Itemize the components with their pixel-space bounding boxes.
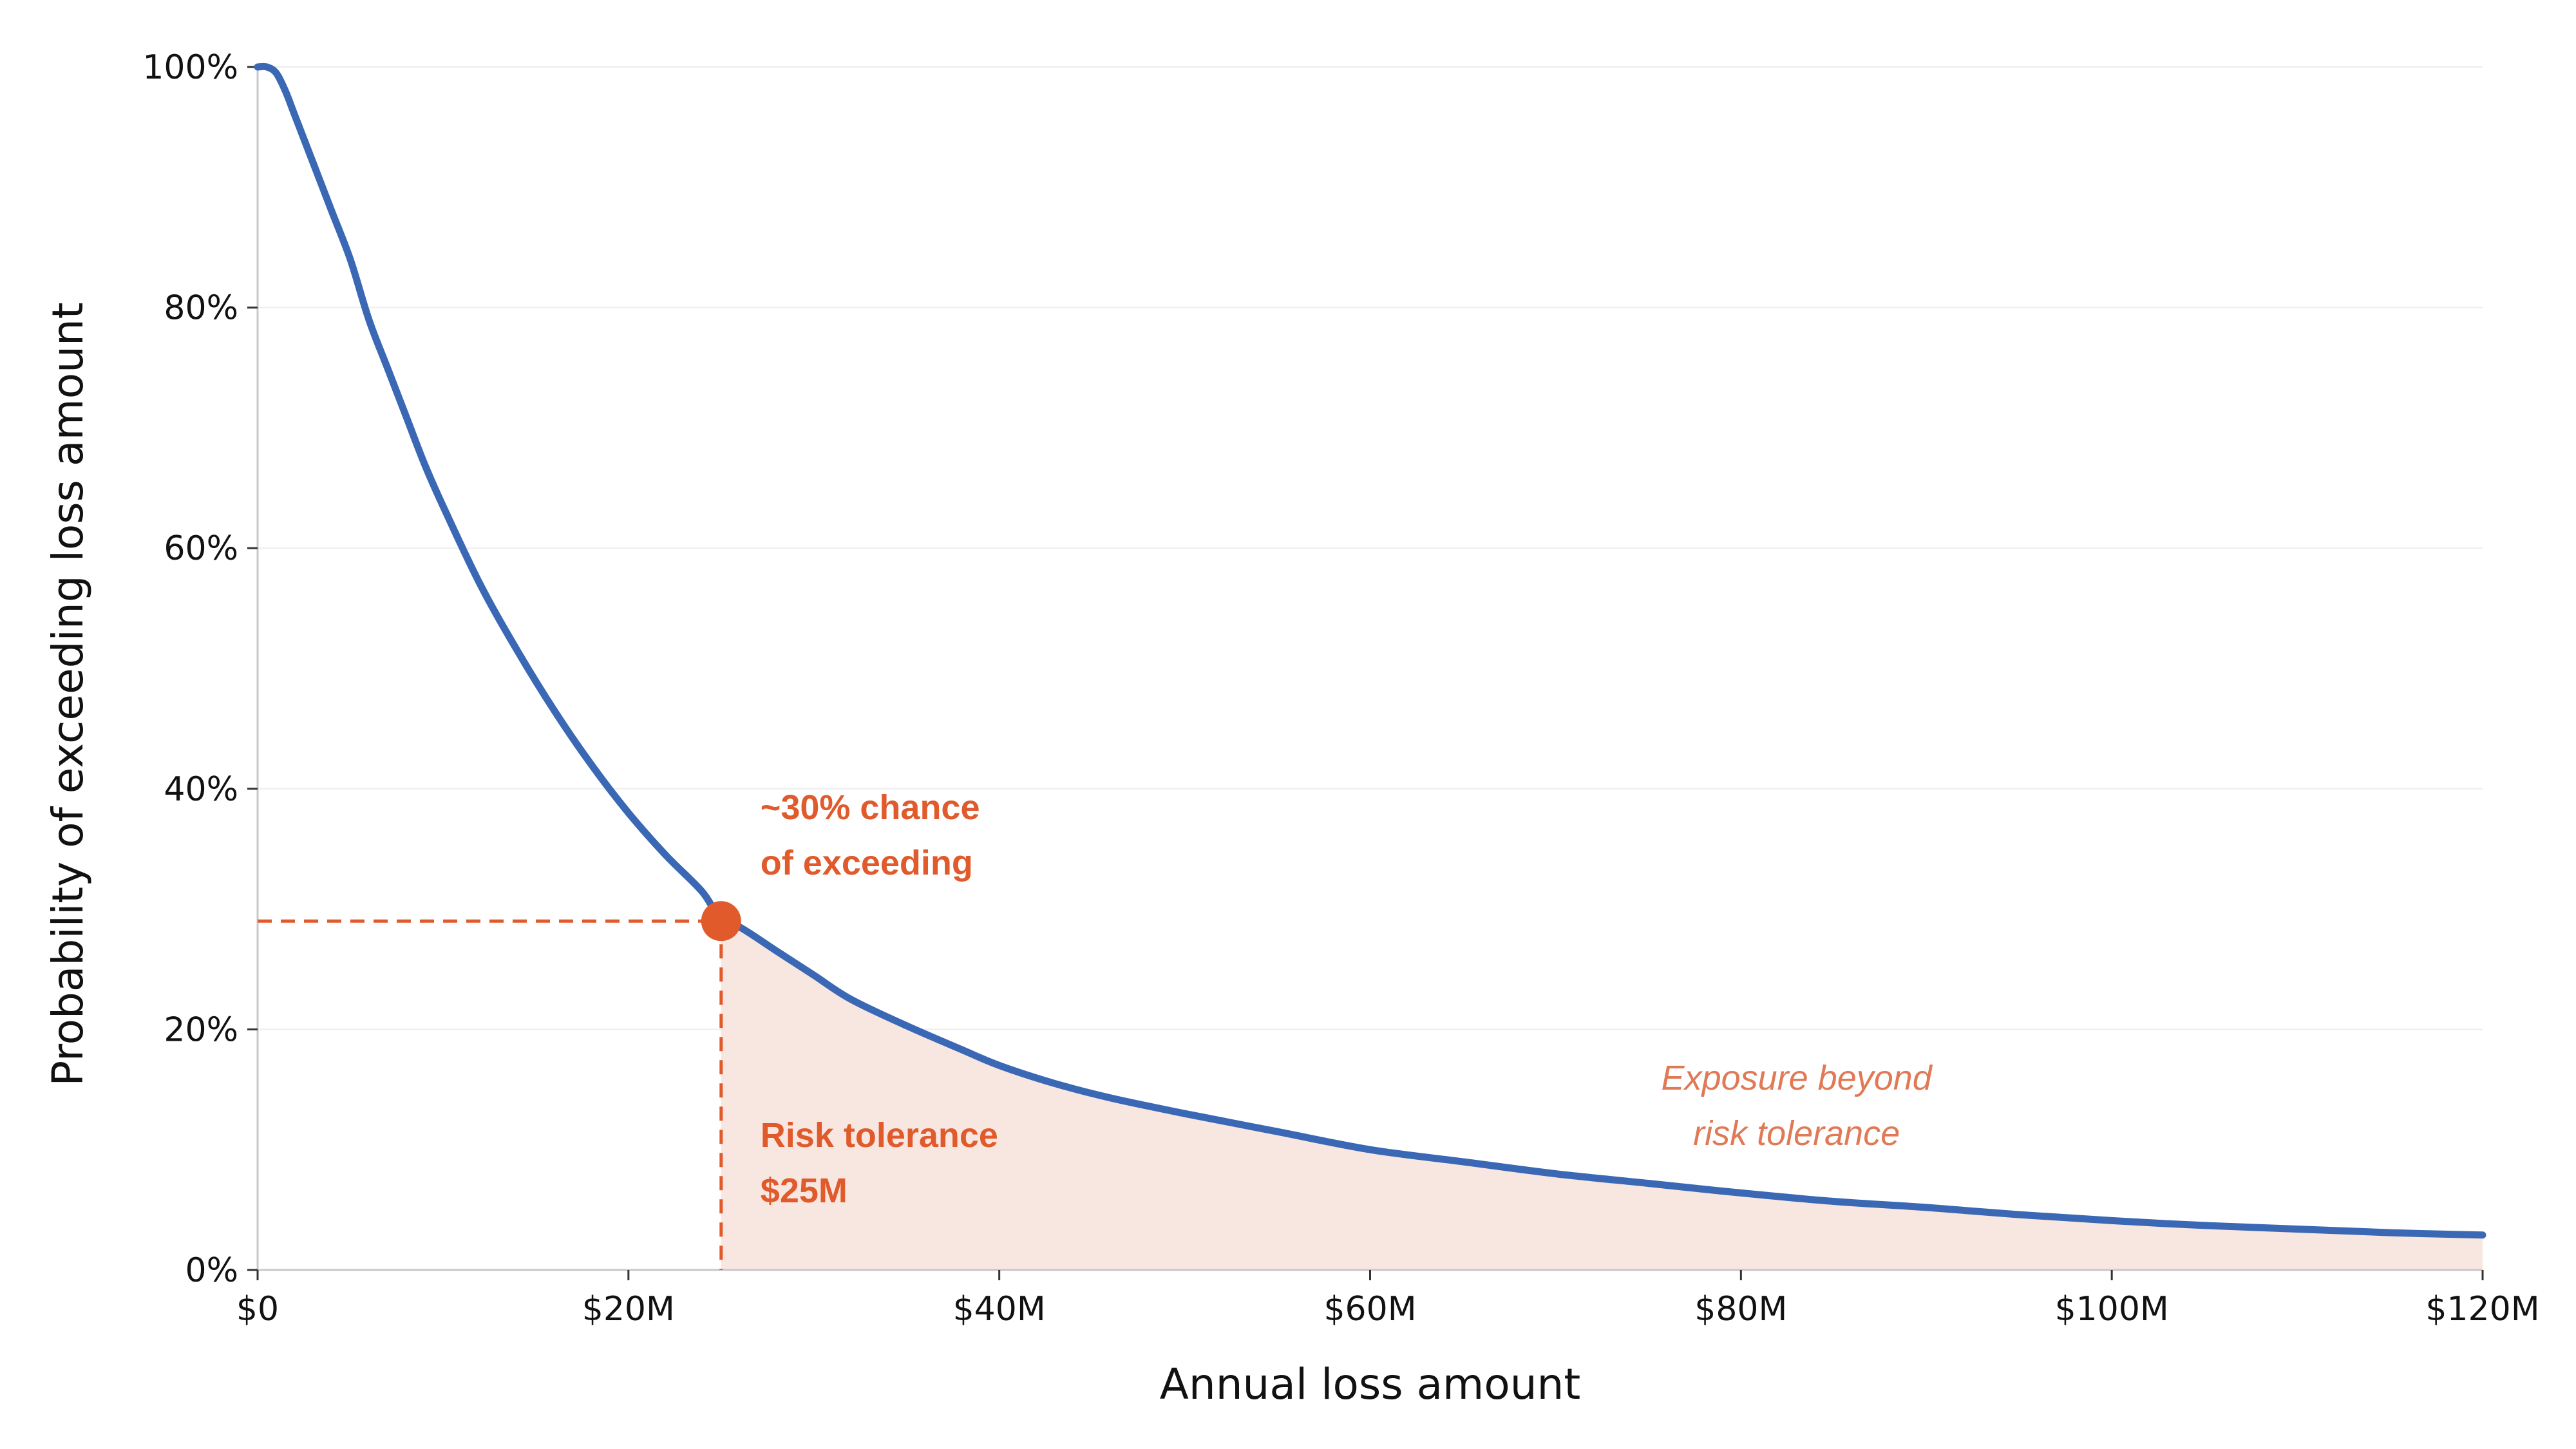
x-tick-label: $120M (2425, 1290, 2539, 1329)
y-tick-label: 100% (142, 48, 238, 87)
x-tick-label: $20M (582, 1290, 675, 1329)
exposure-shaded-area (721, 921, 2483, 1270)
chance-annotation-line2: of exceeding (761, 844, 973, 882)
tolerance-annotation-line2: $25M (761, 1171, 848, 1210)
risk-tolerance-point (701, 901, 741, 942)
x-axis-ticks: $0 $20M $40M $60M $80M $100M $120M (236, 1270, 2540, 1329)
tolerance-annotation-line1: Risk tolerance (761, 1116, 998, 1155)
exposure-annotation-line2: risk tolerance (1693, 1114, 1900, 1153)
x-tick-label: $0 (236, 1290, 279, 1329)
x-tick-label: $40M (953, 1290, 1046, 1329)
y-tick-label: 20% (164, 1010, 238, 1049)
y-tick-label: 0% (185, 1251, 239, 1290)
x-axis-title: Annual loss amount (1160, 1359, 1581, 1409)
y-tick-label: 80% (164, 289, 238, 328)
grid-lines (258, 66, 2483, 1030)
y-axis-title: Probability of exceeding loss amount (43, 302, 93, 1086)
y-axis-ticks: 0% 20% 40% 60% 80% 100% (142, 48, 258, 1290)
x-tick-label: $60M (1323, 1290, 1416, 1329)
x-tick-label: $80M (1694, 1290, 1787, 1329)
chance-annotation-line1: ~30% chance (761, 788, 980, 827)
exposure-annotation-line1: Exposure beyond (1662, 1059, 1933, 1097)
x-tick-label: $100M (2055, 1290, 2169, 1329)
y-tick-label: 40% (164, 770, 238, 809)
exceedance-curve (254, 62, 2486, 1239)
y-tick-label: 60% (164, 529, 238, 568)
